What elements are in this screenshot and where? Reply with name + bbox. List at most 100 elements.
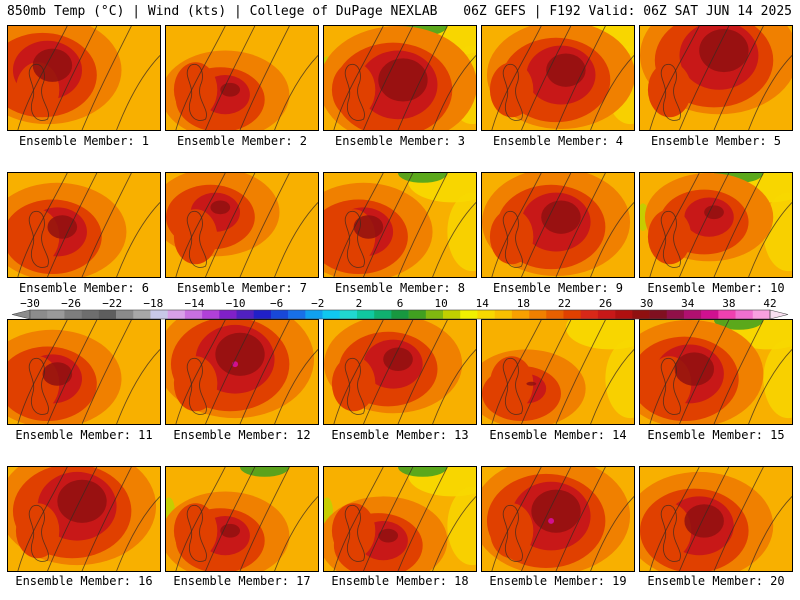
temperature-field: [166, 173, 318, 277]
ensemble-member-label: Ensemble Member: 12: [173, 428, 311, 442]
colorbar-min-arrow: [11, 309, 31, 320]
temperature-field: [482, 467, 634, 571]
model-run-info: 06Z GEFS | F192 Valid: 06Z SAT JUN 14 20…: [463, 4, 792, 19]
temperature-field: [166, 320, 318, 424]
ensemble-member-map: [7, 319, 161, 425]
ensemble-member-map: [481, 466, 635, 572]
colorbar-segment: [511, 310, 530, 319]
colorbar-segment: [460, 310, 478, 319]
colorbar-segment: [477, 310, 495, 319]
ensemble-member-label: Ensemble Member: 16: [15, 574, 153, 588]
ensemble-member-map: [323, 319, 477, 425]
ensemble-member-label: Ensemble Member: 17: [173, 574, 311, 588]
ensemble-member-map: [7, 466, 161, 572]
colorbar-segment: [683, 310, 702, 319]
colorbar-tick-label: 22: [558, 297, 571, 310]
colorbar-segment: [701, 310, 719, 319]
ensemble-member-label: Ensemble Member: 9: [492, 281, 624, 295]
ensemble-member-label: Ensemble Member: 10: [647, 281, 785, 295]
ensemble-member-label: Ensemble Member: 7: [176, 281, 308, 295]
colorbar-segment: [253, 310, 272, 319]
colorbar-segment: [425, 310, 444, 319]
colorbar-segment: [391, 310, 409, 319]
colorbar-segment: [408, 310, 427, 319]
ensemble-member-map: [639, 172, 793, 278]
ensemble-member-map: [165, 172, 319, 278]
ensemble-member-map: [165, 319, 319, 425]
ensemble-member-label: Ensemble Member: 6: [18, 281, 150, 295]
ensemble-member-map: [323, 466, 477, 572]
colorbar-segment: [546, 310, 564, 319]
temperature-field: [640, 320, 792, 424]
colorbar-tick-label: 18: [517, 297, 530, 310]
colorbar-tick-label: 2: [356, 297, 363, 310]
ensemble-member-map: [639, 25, 793, 131]
colorbar-tick-label: −30: [20, 297, 40, 310]
map-title: 850mb Temp (°C) | Wind (kts) | College o…: [7, 4, 438, 19]
ensemble-member-map: [323, 25, 477, 131]
temperature-field: [8, 173, 160, 277]
temperature-field: [324, 26, 476, 130]
colorbar-tick-label: −10: [226, 297, 246, 310]
colorbar-segment: [219, 310, 237, 319]
colorbar-segment: [98, 310, 117, 319]
colorbar-segment: [339, 310, 358, 319]
ensemble-member-map: [323, 172, 477, 278]
temperature-field: [482, 173, 634, 277]
ensemble-member-map: [639, 466, 793, 572]
colorbar-tick-label: 30: [640, 297, 653, 310]
temperature-field: [482, 320, 634, 424]
ensemble-member-map: [481, 319, 635, 425]
colorbar-segment: [563, 310, 581, 319]
temperature-field: [324, 467, 476, 571]
colorbar-segment: [167, 310, 186, 319]
temperature-colorbar: −30 −26 −22 −18 −14 −10 −6 −2 2 6 10 14 18 22 26 30 34 38…: [11, 297, 789, 320]
ensemble-member-label: Ensemble Member: 14: [489, 428, 627, 442]
colorbar-segment: [615, 310, 633, 319]
colorbar-segment: [150, 310, 168, 319]
ensemble-member-map: [7, 25, 161, 131]
colorbar-segment: [649, 310, 668, 319]
colorbar-segment: [735, 310, 754, 319]
colorbar-segment: [81, 310, 100, 319]
colorbar-tick-label: 10: [434, 297, 447, 310]
colorbar-tick-label: 26: [599, 297, 612, 310]
colorbar-tick-label: −2: [311, 297, 324, 310]
ensemble-member-label: Ensemble Member: 5: [650, 134, 782, 148]
colorbar-tick-label: −18: [143, 297, 163, 310]
colorbar-segment: [356, 310, 375, 319]
ensemble-member-label: Ensemble Member: 11: [15, 428, 153, 442]
temperature-field: [166, 26, 318, 130]
ensemble-member-label: Ensemble Member: 13: [331, 428, 469, 442]
ensemble-member-map: [165, 25, 319, 131]
temperature-field: [8, 467, 160, 571]
colorbar-segment: [47, 310, 65, 319]
colorbar-segment: [494, 310, 513, 319]
ensemble-member-map: [165, 466, 319, 572]
ensemble-member-label: Ensemble Member: 19: [489, 574, 627, 588]
colorbar-segment: [752, 310, 771, 319]
colorbar-tick-label: −26: [61, 297, 81, 310]
colorbar-segment: [270, 310, 289, 319]
colorbar-segment: [64, 310, 82, 319]
colorbar-segment: [202, 310, 220, 319]
temperature-field: [166, 467, 318, 571]
colorbar-segment: [133, 310, 151, 319]
colorbar-segment: [236, 310, 255, 319]
temperature-field: [640, 26, 792, 130]
ensemble-member-label: Ensemble Member: 18: [331, 574, 469, 588]
colorbar-tick-label: 14: [476, 297, 490, 310]
colorbar-tick-label: 6: [397, 297, 404, 310]
temperature-field: [8, 320, 160, 424]
ensemble-member-label: Ensemble Member: 15: [647, 428, 785, 442]
colorbar-tick-label: 38: [722, 297, 735, 310]
colorbar-segment: [30, 310, 48, 319]
temperature-field: [640, 173, 792, 277]
colorbar-segment: [374, 310, 392, 319]
temperature-field: [640, 467, 792, 571]
ensemble-member-map: [7, 172, 161, 278]
temperature-field: [324, 173, 476, 277]
ensemble-member-label: Ensemble Member: 4: [492, 134, 624, 148]
ensemble-member-map: [481, 25, 635, 131]
ensemble-member-label: Ensemble Member: 3: [334, 134, 466, 148]
